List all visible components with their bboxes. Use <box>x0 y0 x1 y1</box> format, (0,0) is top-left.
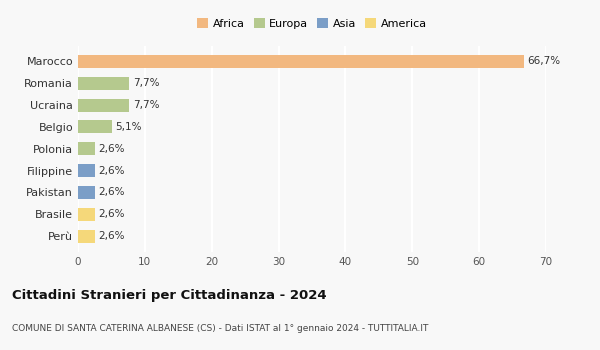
Bar <box>78 120 112 133</box>
Text: 2,6%: 2,6% <box>99 209 125 219</box>
Text: 7,7%: 7,7% <box>133 100 160 110</box>
Legend: Africa, Europa, Asia, America: Africa, Europa, Asia, America <box>193 14 431 34</box>
Bar <box>78 208 95 221</box>
Text: 2,6%: 2,6% <box>99 187 125 197</box>
Bar <box>78 55 524 68</box>
Bar <box>78 142 95 155</box>
Bar <box>78 186 95 199</box>
Text: COMUNE DI SANTA CATERINA ALBANESE (CS) - Dati ISTAT al 1° gennaio 2024 - TUTTITA: COMUNE DI SANTA CATERINA ALBANESE (CS) -… <box>12 324 428 333</box>
Text: 2,6%: 2,6% <box>99 166 125 176</box>
Bar <box>78 164 95 177</box>
Text: Cittadini Stranieri per Cittadinanza - 2024: Cittadini Stranieri per Cittadinanza - 2… <box>12 289 326 302</box>
Text: 5,1%: 5,1% <box>115 122 142 132</box>
Text: 2,6%: 2,6% <box>99 144 125 154</box>
Bar <box>78 77 130 90</box>
Bar <box>78 230 95 243</box>
Text: 2,6%: 2,6% <box>99 231 125 241</box>
Bar <box>78 99 130 112</box>
Text: 66,7%: 66,7% <box>527 56 560 66</box>
Text: 7,7%: 7,7% <box>133 78 160 88</box>
